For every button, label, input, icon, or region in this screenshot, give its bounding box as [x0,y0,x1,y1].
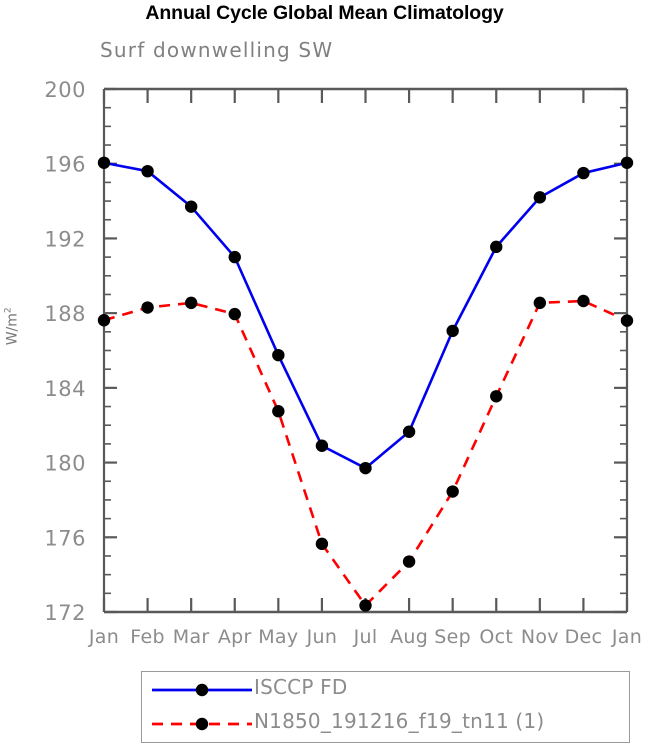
data-point-marker [97,156,111,169]
data-point-marker [577,294,590,308]
series-markers-2 [97,294,634,612]
y-tick-label: 200 [44,78,86,102]
data-point-marker [97,314,111,327]
data-point-marker [446,485,459,498]
y-tick-label: 192 [44,227,86,251]
x-tick-label: Jul [353,626,378,648]
legend-label-series-2: N1850_191216_f19_tn11 (1) [254,709,545,733]
legend-item-1[interactable]: N1850_191216_f19_tn11 (1) [142,706,629,742]
data-point-marker [272,405,285,418]
x-tick-label: Sep [434,626,471,648]
data-point-marker [620,156,634,169]
x-tick-label: Aug [390,626,428,648]
x-tick-label: Jun [306,626,338,648]
legend-item-0[interactable]: ISCCP FD [142,672,629,708]
axis-frame [102,87,629,614]
data-point-marker [402,555,416,568]
data-point-marker [315,537,329,551]
series-line-2 [103,299,628,607]
series-polyline [103,161,628,470]
data-point-marker [577,166,590,180]
x-tick-label: Oct [479,626,513,648]
series-markers-1 [97,156,634,475]
x-tick-label: Apr [218,626,252,648]
chart-subtitle: Surf downwelling SW [100,38,334,62]
legend-sample-marker [195,683,209,697]
data-point-marker [402,425,416,438]
data-point-marker [490,390,503,403]
legend-line-sample-series-2 [152,717,252,731]
data-point-marker [620,314,634,327]
data-point-marker [184,296,198,310]
y-axis-ticks: 200 196 192 188 184 180 176 172 [44,78,627,625]
x-tick-label: Nov [521,626,559,648]
data-point-marker [359,461,372,475]
data-point-marker [359,599,372,612]
x-tick-label: Feb [130,626,165,648]
series-polyline [103,299,628,607]
x-axis-ticks: Jan Feb Mar Apr May Jun Jul Aug Sep Oct Nov Dec Jan [88,89,642,648]
data-point-marker [272,348,285,362]
x-tick-label: May [258,626,298,648]
y-tick-label: 176 [44,526,86,550]
data-point-marker [228,307,241,321]
data-point-marker [533,191,547,204]
data-point-marker [446,324,459,338]
data-point-marker [490,240,503,254]
data-point-marker [141,301,154,314]
x-tick-label: Mar [173,626,210,648]
data-point-marker [315,439,329,452]
legend-label-series-1: ISCCP FD [254,675,348,699]
y-tick-label: 184 [44,377,86,401]
y-tick-label: 196 [44,153,86,177]
x-tick-label: Jan [611,626,642,648]
data-point-marker [141,164,154,178]
chart-title: Annual Cycle Global Mean Climatology [145,2,504,24]
y-tick-label: 180 [44,452,86,476]
series-line-1 [103,161,628,470]
y-tick-label: 172 [44,601,86,625]
x-tick-label: Jan [88,626,119,648]
chart-legend: ISCCP FD N1850_191216_f19_tn11 (1) [141,671,630,743]
legend-line-sample-series-1 [152,683,252,697]
data-point-marker [228,250,241,264]
legend-sample-marker [195,717,209,731]
data-point-marker [184,200,198,213]
y-tick-label: 188 [44,302,86,326]
x-tick-label: Dec [565,626,603,648]
data-point-marker [533,296,547,310]
